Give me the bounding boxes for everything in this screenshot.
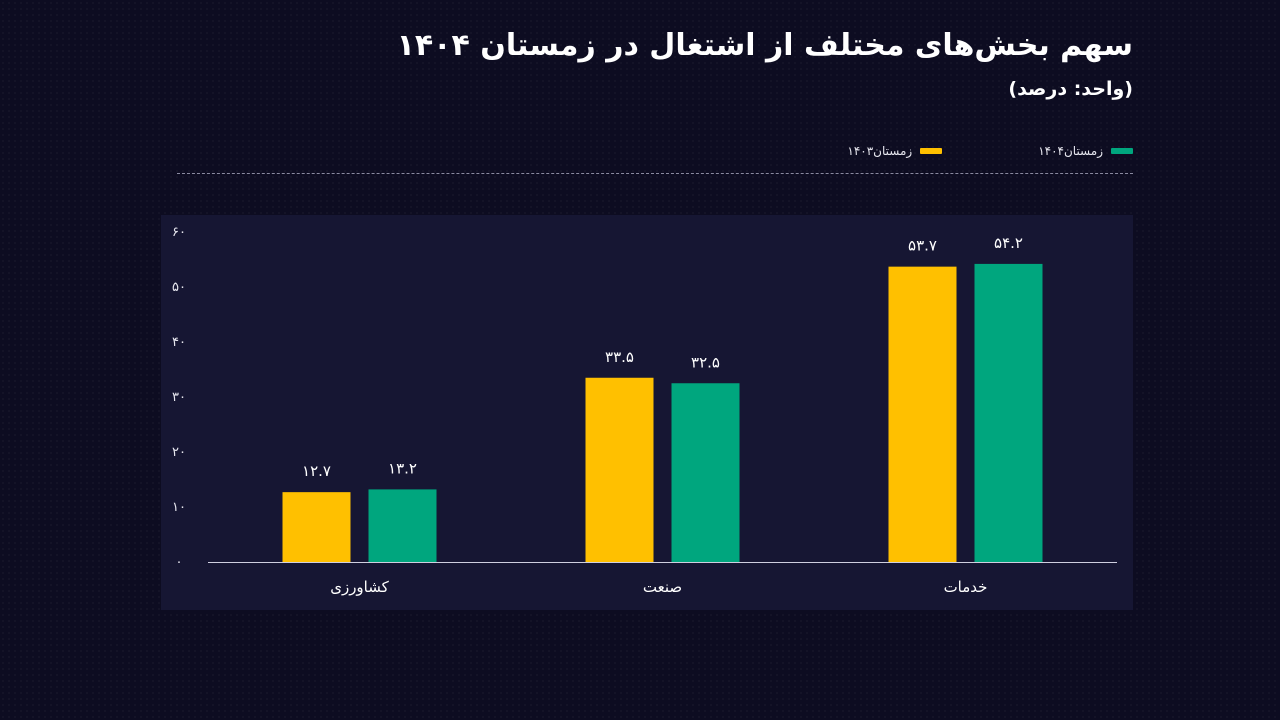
y-tick-label: ۱۰ <box>172 500 186 515</box>
bar <box>585 377 654 562</box>
bar-chart: ۰ ۱۰ ۲۰ ۳۰ ۴۰ ۵۰ ۶۰ ۱۲.۷ ۱۳.۲ کشاورزی ۳۳.۵ ۳۲.۵ صنعت… <box>172 225 1117 596</box>
bar <box>671 383 740 562</box>
legend-label-1404: زمستان۱۴۰۴ <box>1038 144 1103 158</box>
y-tick-label: ۲۰ <box>172 445 186 460</box>
header-divider <box>177 173 1133 174</box>
data-label: ۳۳.۵ <box>605 348 634 366</box>
x-category-label: کشاورزی <box>330 578 389 596</box>
y-tick-label: ۶۰ <box>172 225 186 240</box>
y-tick-label: ۵۰ <box>172 280 186 295</box>
data-label: ۵۳.۷ <box>908 237 937 255</box>
chart-panel: ۰ ۱۰ ۲۰ ۳۰ ۴۰ ۵۰ ۶۰ ۱۲.۷ ۱۳.۲ کشاورزی ۳۳.۵ ۳۲.۵ صنعت… <box>161 215 1133 610</box>
bar <box>888 266 957 562</box>
x-category-label: صنعت <box>643 578 682 596</box>
data-label: ۳۲.۵ <box>691 353 720 371</box>
x-category-label: خدمات <box>944 578 988 596</box>
bar <box>974 263 1043 562</box>
chart-subtitle: (واحد: درصد) <box>1008 78 1133 100</box>
y-tick-label: ۰ <box>176 555 183 570</box>
bar <box>282 492 351 562</box>
y-tick-label: ۴۰ <box>172 335 186 350</box>
bar <box>368 489 437 562</box>
legend-swatch-1403 <box>920 148 943 154</box>
data-label: ۵۴.۲ <box>994 234 1023 252</box>
y-tick-label: ۳۰ <box>172 390 186 405</box>
data-label: ۱۲.۷ <box>302 462 331 480</box>
legend-label-1403: زمستان۱۴۰۳ <box>847 144 913 158</box>
legend-swatch-1404 <box>1111 148 1133 154</box>
chart-title: سهم بخش‌های مختلف از اشتغال در زمستان ۱۴… <box>396 28 1133 63</box>
legend: زمستان۱۴۰۴ زمستان۱۴۰۳ <box>847 144 1133 158</box>
data-label: ۱۳.۲ <box>388 459 417 477</box>
legend-item-1404: زمستان۱۴۰۴ <box>1038 144 1133 158</box>
legend-item-1403: زمستان۱۴۰۳ <box>847 144 943 158</box>
